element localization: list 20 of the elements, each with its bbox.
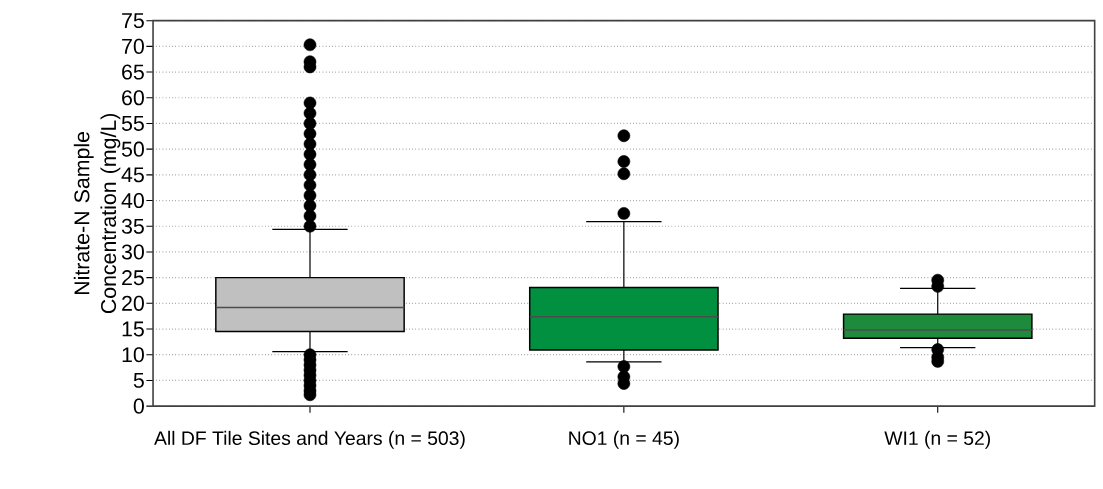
y-axis-title: Nitrate-N Sample Concentration (mg/L): [73, 113, 121, 314]
y-tick-label: 40: [121, 192, 144, 209]
y-tick-label: 45: [121, 167, 144, 183]
y-tick-label: 75: [122, 13, 144, 29]
y-tick-label: 70: [122, 38, 144, 54]
y-tick-label: 30: [121, 244, 144, 260]
y-tick-label: 35: [121, 218, 144, 234]
y-tick-label: 5: [133, 372, 144, 388]
x-tick-label: NO1 (n = 45): [569, 430, 679, 449]
y-tick-label: 10: [122, 347, 144, 363]
y-tick-label: 15: [122, 321, 144, 337]
y-tick-label: 25: [122, 270, 144, 286]
y-tick-label: 60: [122, 90, 144, 106]
y-tick-label: 55: [121, 115, 144, 131]
x-tick-label: WI1 (n = 52): [884, 430, 990, 449]
y-tick-label: 20: [122, 295, 144, 311]
y-tick-label: 0: [133, 398, 144, 414]
y-tick-label: 50: [121, 141, 144, 157]
y-tick-label: 65: [122, 64, 144, 80]
x-tick-label: All DF Tile Sites and Years (n = 503): [154, 430, 465, 449]
